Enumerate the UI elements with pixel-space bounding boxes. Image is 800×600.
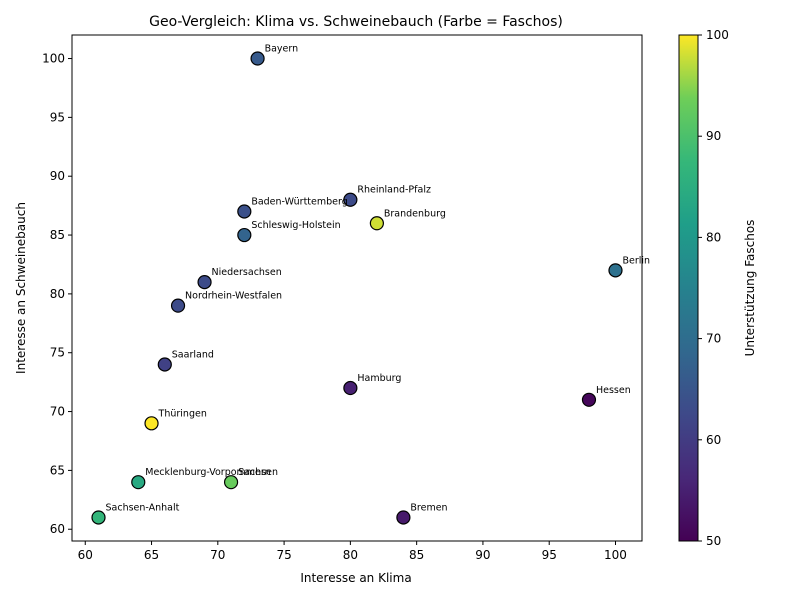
data-point-label: Bayern: [265, 44, 299, 55]
data-point: [250, 51, 265, 66]
data-point-label: Nordrhein-Westfalen: [185, 291, 282, 302]
data-point-label: Bremen: [410, 502, 447, 513]
data-point: [343, 380, 358, 396]
x-tick-label: 75: [276, 548, 291, 562]
colorbar-tick-label: 70: [706, 332, 721, 346]
data-point: [396, 510, 411, 525]
data-point: [581, 392, 597, 407]
data-point-label: Brandenburg: [384, 208, 446, 219]
data-point: [369, 216, 384, 231]
data-point: [608, 263, 623, 278]
colorbar: 50 60 70 80 90 100: [678, 28, 729, 548]
data-point: [131, 475, 146, 490]
data-point: [237, 227, 252, 243]
data-point-label: Baden-Württemberg: [251, 197, 347, 208]
data-point: [223, 475, 239, 490]
y-tick-label: 70: [50, 405, 65, 419]
data-point: [343, 192, 358, 207]
plot-frame: [71, 34, 643, 542]
x-tick-label: 95: [542, 548, 557, 562]
y-axis-label: Interesse an Schweinebauch: [14, 202, 28, 374]
y-tick-label: 60: [50, 522, 65, 536]
data-point-label: Saarland: [172, 349, 214, 360]
data-point: [170, 298, 186, 313]
y-tick-label: 95: [50, 110, 65, 124]
chart-title: Geo-Vergleich: Klima vs. Schweinebauch (…: [149, 14, 563, 30]
colorbar-tick-label: 50: [706, 534, 721, 548]
data-point: [91, 510, 106, 525]
data-point-label: Thüringen: [158, 408, 207, 419]
data-point-label: Mecklenburg-Vorpommern: [145, 467, 270, 478]
x-tick-label: 65: [144, 548, 159, 562]
y-tick-label: 90: [50, 169, 65, 183]
colorbar-tick-label: 90: [706, 129, 721, 143]
data-point: [144, 416, 159, 431]
data-point-label: Hessen: [596, 385, 631, 396]
data-point-label: Hamburg: [357, 373, 401, 384]
y-tick-label: 75: [50, 346, 65, 360]
colorbar-tick-label: 80: [706, 230, 721, 244]
x-tick-label: 60: [78, 548, 93, 562]
x-axis-label: Interesse an Klima: [300, 571, 411, 585]
data-point-label: Rheinland-Pfalz: [357, 185, 431, 196]
plot-area: 60 65 70 75 80 85 90 95 100 60 65 70 75 80 85 90 95 100 Ba…: [42, 34, 650, 562]
data-point: [237, 204, 252, 219]
data-point-label: Sachsen: [238, 467, 278, 478]
x-tick-label: 70: [210, 548, 225, 562]
x-tick-label: 100: [604, 548, 627, 562]
data-point-label: Sachsen-Anhalt: [106, 502, 180, 513]
x-tick-label: 80: [343, 548, 358, 562]
data-point-label: Niedersachsen: [212, 267, 282, 278]
colorbar-tick-label: 60: [706, 433, 721, 447]
data-point: [157, 357, 172, 372]
data-point-label: Berlin: [622, 255, 650, 266]
colorbar-gradient: [678, 34, 699, 542]
x-tick-label: 85: [409, 548, 424, 562]
colorbar-tick-label: 100: [706, 28, 729, 42]
data-point-label: Schleswig-Holstein: [251, 220, 340, 231]
data-point: [197, 275, 212, 290]
y-tick-label: 80: [50, 287, 65, 301]
y-tick-label: 85: [50, 228, 65, 242]
y-tick-label: 100: [42, 52, 65, 66]
y-tick-label: 65: [50, 463, 65, 477]
x-tick-label: 90: [475, 548, 490, 562]
colorbar-label: Unterstützung Faschos: [743, 220, 757, 357]
